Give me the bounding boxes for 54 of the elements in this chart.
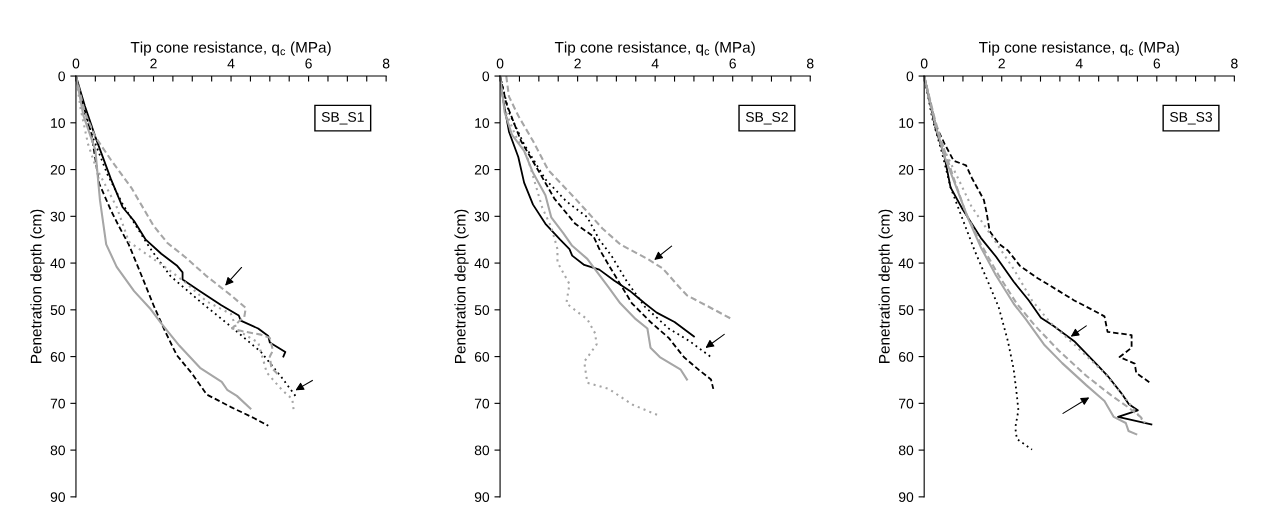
y-axis-title: Penetration depth (cm) (30, 209, 45, 363)
y-tick-label: 80 (50, 445, 65, 456)
x-axis-title: Tip cone resistance, q$_{c}$ (MPa) (979, 41, 1179, 56)
y-tick-label: 40 (898, 258, 914, 269)
y-tick-label: 0 (906, 71, 914, 82)
x-tick-label: 6 (729, 58, 736, 69)
y-tick-label: 70 (50, 398, 65, 409)
x-tick-label: 2 (574, 58, 581, 69)
y-tick-label: 40 (474, 258, 490, 269)
annotation: SB_S3 (1170, 112, 1213, 125)
y-tick-label: 30 (898, 211, 914, 222)
y-tick-label: 80 (898, 445, 914, 456)
x-tick-label: 0 (72, 58, 80, 69)
x-tick-label: 4 (651, 58, 659, 69)
x-axis-title: Tip cone resistance, q$_{c}$ (MPa) (554, 41, 755, 56)
x-tick-label: 2 (998, 58, 1005, 69)
y-tick-label: 50 (474, 305, 490, 315)
x-tick-label: 8 (1231, 58, 1238, 69)
x-tick-label: 8 (382, 58, 390, 69)
y-tick-label: 90 (898, 492, 914, 503)
x-tick-label: 4 (227, 58, 235, 69)
y-tick-label: 20 (899, 164, 914, 175)
x-axis-title: Tip cone resistance, q$_{c}$ (MPa) (130, 41, 331, 56)
y-tick-label: 20 (50, 164, 65, 175)
y-tick-label: 60 (899, 351, 914, 362)
y-axis-title: Penetration depth (cm) (878, 209, 893, 363)
y-tick-label: 60 (474, 351, 490, 362)
y-tick-label: 80 (474, 445, 490, 456)
y-tick-label: 30 (474, 211, 490, 222)
annotation: SB_S2 (745, 112, 788, 125)
x-tick-label: 4 (1075, 58, 1083, 69)
x-tick-label: 6 (305, 58, 312, 69)
x-tick-label: 6 (1153, 58, 1161, 69)
y-tick-label: 60 (50, 351, 65, 362)
y-tick-label: 90 (50, 492, 65, 503)
y-tick-label: 90 (474, 492, 490, 503)
y-tick-label: 10 (475, 118, 490, 128)
y-tick-label: 30 (50, 211, 65, 222)
y-tick-label: 40 (50, 258, 65, 269)
y-tick-label: 10 (899, 118, 914, 128)
x-tick-label: 8 (806, 58, 814, 69)
annotation: SB_S1 (321, 112, 364, 125)
y-tick-label: 70 (474, 398, 490, 409)
y-tick-label: 10 (51, 118, 65, 128)
x-tick-label: 0 (496, 58, 504, 69)
y-tick-label: 50 (50, 305, 65, 315)
y-tick-label: 0 (58, 71, 65, 82)
y-axis-title: Penetration depth (cm) (454, 209, 469, 363)
x-tick-label: 0 (920, 58, 928, 69)
y-tick-label: 20 (474, 164, 490, 175)
x-tick-label: 2 (150, 58, 157, 69)
y-tick-label: 50 (898, 305, 914, 315)
y-tick-label: 70 (899, 398, 914, 409)
y-tick-label: 0 (482, 71, 490, 82)
